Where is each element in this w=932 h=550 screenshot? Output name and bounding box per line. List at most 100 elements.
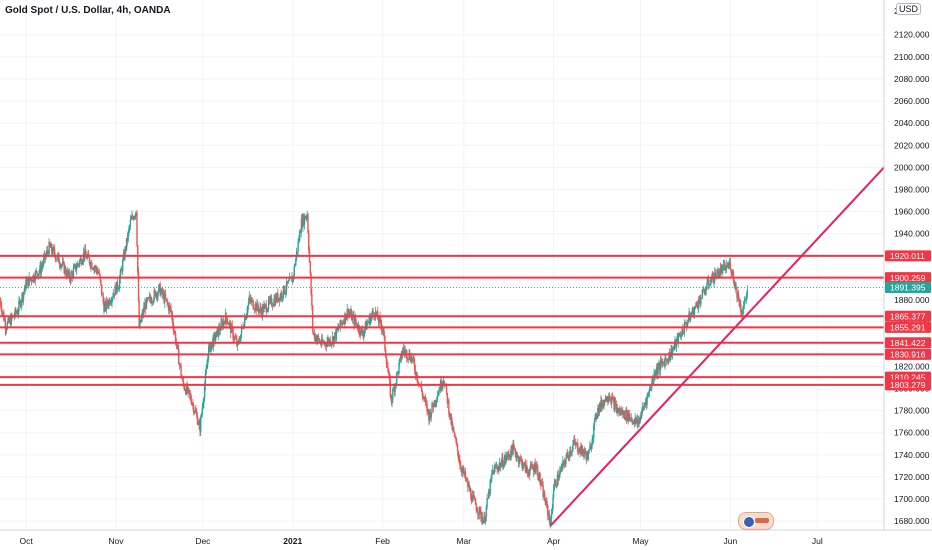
candle-body bbox=[693, 308, 696, 316]
candle-body bbox=[526, 470, 529, 472]
candle-body bbox=[164, 294, 167, 299]
candle-body bbox=[266, 311, 268, 313]
trendline[interactable] bbox=[549, 166, 885, 527]
candle-body bbox=[455, 437, 457, 442]
trendline-line[interactable] bbox=[549, 166, 885, 527]
candle-body bbox=[667, 359, 669, 362]
candle-body bbox=[577, 443, 579, 452]
candle-body bbox=[682, 329, 684, 334]
currency-badge[interactable]: USD bbox=[896, 3, 922, 15]
candle-body bbox=[260, 311, 263, 316]
candle-body bbox=[632, 422, 635, 425]
candle-body bbox=[519, 457, 521, 462]
candle-body bbox=[233, 338, 235, 340]
level-price-badge-bg[interactable] bbox=[885, 348, 931, 360]
candle-body bbox=[379, 316, 381, 319]
candle-body bbox=[530, 464, 533, 466]
candle-body bbox=[552, 489, 555, 498]
candle-body bbox=[65, 273, 68, 277]
level-price-badge-bg[interactable] bbox=[885, 310, 931, 322]
candle-body bbox=[540, 483, 543, 485]
candle-body bbox=[143, 307, 145, 315]
candle-body bbox=[565, 458, 567, 464]
level-price-badge-bg[interactable] bbox=[885, 250, 931, 262]
candle-body bbox=[233, 337, 236, 340]
candle-body bbox=[273, 299, 275, 306]
candle-body bbox=[52, 247, 54, 254]
candle-body bbox=[699, 299, 701, 305]
level-price-badge-bg[interactable] bbox=[885, 272, 931, 284]
candle-body bbox=[115, 285, 117, 294]
candle-body bbox=[467, 479, 469, 487]
candle-body bbox=[348, 312, 351, 314]
candle-body bbox=[420, 386, 423, 392]
candle-body bbox=[167, 302, 169, 305]
candle-body bbox=[232, 328, 234, 339]
candle-body bbox=[567, 454, 569, 458]
candle-body bbox=[413, 357, 415, 363]
candle-body bbox=[343, 321, 345, 324]
candle-body bbox=[697, 299, 700, 308]
candle-body bbox=[516, 455, 519, 457]
candle-body bbox=[211, 341, 214, 348]
candle-body bbox=[122, 253, 125, 261]
candle-body bbox=[428, 414, 430, 422]
candle-body bbox=[649, 388, 651, 390]
candle-body bbox=[725, 268, 727, 271]
y-tick-label: 2100.000 bbox=[894, 52, 930, 62]
candle-body bbox=[423, 396, 425, 399]
candle-body bbox=[622, 410, 624, 415]
candle-body bbox=[165, 298, 168, 300]
candle-body bbox=[614, 401, 617, 404]
candle-body bbox=[42, 258, 45, 265]
candle-body bbox=[569, 450, 572, 454]
candle-body bbox=[636, 423, 639, 425]
level-price-badge-bg[interactable] bbox=[885, 337, 931, 349]
current-price-badge-bg[interactable] bbox=[885, 281, 931, 293]
candle-body bbox=[27, 278, 30, 286]
candle-body bbox=[66, 270, 68, 277]
candle-body bbox=[188, 390, 191, 395]
candle-body bbox=[658, 363, 661, 371]
candle-body bbox=[520, 457, 522, 460]
candle-body bbox=[703, 292, 706, 295]
level-price-badge-bg[interactable] bbox=[885, 321, 931, 333]
candle-body bbox=[646, 395, 648, 405]
candle-body bbox=[255, 304, 257, 311]
candle-body bbox=[19, 301, 22, 307]
candle-body bbox=[651, 377, 654, 383]
candle-body bbox=[430, 412, 432, 418]
candle-body bbox=[250, 299, 252, 302]
candle-body bbox=[725, 265, 728, 269]
candle-body bbox=[114, 285, 116, 296]
candle-body bbox=[104, 302, 106, 307]
candle-body bbox=[38, 271, 40, 274]
candle-body bbox=[92, 268, 95, 270]
candle-body bbox=[33, 280, 36, 281]
candle-body bbox=[377, 319, 380, 323]
candle-body bbox=[100, 279, 102, 285]
candle-body bbox=[347, 309, 349, 317]
candle-body bbox=[618, 408, 620, 414]
candle-body bbox=[547, 505, 549, 516]
candle-body bbox=[90, 262, 92, 267]
candle-body bbox=[149, 296, 152, 300]
level-price-badge-bg[interactable] bbox=[885, 379, 931, 391]
candle-body bbox=[304, 216, 306, 219]
economic-event-icon[interactable] bbox=[738, 512, 774, 530]
candle-body bbox=[207, 356, 210, 359]
candle-body bbox=[584, 450, 587, 455]
support-resistance-lines[interactable] bbox=[0, 254, 884, 386]
candle-body bbox=[604, 396, 607, 402]
candle-body bbox=[225, 312, 227, 318]
candle-body bbox=[481, 517, 484, 524]
candle-body bbox=[156, 293, 158, 297]
candle-body bbox=[720, 267, 722, 269]
candle-body bbox=[301, 218, 303, 227]
candle-body bbox=[558, 477, 560, 481]
candle-body bbox=[168, 305, 171, 311]
candle-body bbox=[745, 293, 748, 299]
candle-body bbox=[643, 403, 646, 408]
candle-body bbox=[305, 216, 307, 219]
